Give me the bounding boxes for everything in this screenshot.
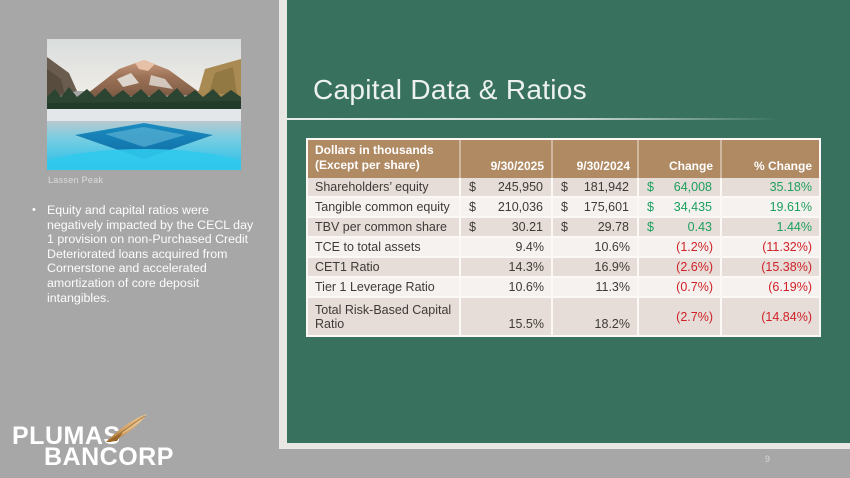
currency-symbol: $ xyxy=(469,220,476,234)
table-row: TBV per common share $30.21 $29.78 $0.43… xyxy=(308,218,819,238)
row-label: CET1 Ratio xyxy=(308,258,461,278)
currency-symbol: $ xyxy=(647,220,654,234)
table-row: Total Risk-Based Capital Ratio 15.5% 18.… xyxy=(308,298,819,335)
cell-2024: 16.9% xyxy=(553,258,639,278)
horizontal-divider xyxy=(279,443,850,449)
cell-2025: 10.6% xyxy=(461,278,553,298)
title-divider xyxy=(287,118,778,120)
currency-symbol: $ xyxy=(561,220,568,234)
cell-change: $0.43 xyxy=(639,218,722,238)
bullet-list: • Equity and capital ratios were negativ… xyxy=(32,203,260,305)
logo-plumas-text: PLUMAS xyxy=(12,422,121,450)
cell-pct-change: (11.32%) xyxy=(722,238,819,258)
logo-bancorp-text: BANCORP xyxy=(44,443,174,471)
cell-pct-change: 1.44% xyxy=(722,218,819,238)
row-label: TBV per common share xyxy=(308,218,461,238)
row-label: Total Risk-Based Capital Ratio xyxy=(308,298,461,335)
table-header-row: Dollars in thousands (Except per share) … xyxy=(308,140,819,178)
photo-caption: Lassen Peak xyxy=(48,175,104,185)
header-dollars-in-thousands: Dollars in thousands (Except per share) xyxy=(308,140,461,178)
cell-change: $34,435 xyxy=(639,198,722,218)
change-value: 34,435 xyxy=(673,200,712,214)
cell-2024: $175,601 xyxy=(553,198,639,218)
value-2025: 30.21 xyxy=(511,220,543,234)
page-number: 9 xyxy=(765,454,771,464)
header-change: Change xyxy=(639,140,722,178)
currency-symbol: $ xyxy=(469,200,476,214)
cell-pct-change: (15.38%) xyxy=(722,258,819,278)
cell-2025: 15.5% xyxy=(461,298,553,335)
header-9-30-2024: 9/30/2024 xyxy=(553,140,639,178)
bullet-marker-icon: • xyxy=(32,204,36,216)
cell-pct-change: (6.19%) xyxy=(722,278,819,298)
content-panel: Capital Data & Ratios Dollars in thousan… xyxy=(287,0,850,443)
cell-pct-change: (14.84%) xyxy=(722,298,819,335)
vertical-divider xyxy=(279,0,287,449)
cell-2025: $210,036 xyxy=(461,198,553,218)
cell-2024: $181,942 xyxy=(553,178,639,198)
cell-2024: 10.6% xyxy=(553,238,639,258)
cell-2024: 18.2% xyxy=(553,298,639,335)
row-label: Shareholders’ equity xyxy=(308,178,461,198)
cell-change: (1.2%) xyxy=(639,238,722,258)
capital-table-wrapper: Dollars in thousands (Except per share) … xyxy=(306,138,821,337)
value-2025: 210,036 xyxy=(497,200,543,214)
currency-symbol: $ xyxy=(647,200,654,214)
bullet-item: • Equity and capital ratios were negativ… xyxy=(32,203,260,305)
cell-pct-change: 19.61% xyxy=(722,198,819,218)
bullet-text: Equity and capital ratios were negativel… xyxy=(47,203,254,305)
cell-2025: $245,950 xyxy=(461,178,553,198)
feather-icon xyxy=(103,411,149,450)
row-label: Tier 1 Leverage Ratio xyxy=(308,278,461,298)
cell-change: (2.7%) xyxy=(639,298,722,335)
cell-2025: $30.21 xyxy=(461,218,553,238)
header-line2: (Except per share) xyxy=(315,158,420,172)
table-row: Shareholders’ equity $245,950 $181,942 $… xyxy=(308,178,819,198)
sidebar: Lassen Peak • Equity and capital ratios … xyxy=(0,0,279,478)
header-9-30-2025: 9/30/2025 xyxy=(461,140,553,178)
header-line1: Dollars in thousands xyxy=(315,143,434,157)
row-label: TCE to total assets xyxy=(308,238,461,258)
cell-pct-change: 35.18% xyxy=(722,178,819,198)
change-value: 0.43 xyxy=(687,220,712,234)
plumas-bancorp-logo: PLUMAS BANCORP xyxy=(0,408,220,473)
cell-change: $64,008 xyxy=(639,178,722,198)
value-2024: 181,942 xyxy=(583,180,629,194)
value-2025: 245,950 xyxy=(497,180,543,194)
cell-2025: 14.3% xyxy=(461,258,553,278)
table-row: CET1 Ratio 14.3% 16.9% (2.6%) (15.38%) xyxy=(308,258,819,278)
value-2024: 175,601 xyxy=(583,200,629,214)
currency-symbol: $ xyxy=(561,180,568,194)
lassen-peak-photo xyxy=(47,39,241,170)
row-label: Tangible common equity xyxy=(308,198,461,218)
table-row: Tangible common equity $210,036 $175,601… xyxy=(308,198,819,218)
lassen-peak-photo-image xyxy=(47,39,241,170)
currency-symbol: $ xyxy=(469,180,476,194)
change-value: 64,008 xyxy=(673,180,712,194)
currency-symbol: $ xyxy=(647,180,654,194)
header-pct-change: % Change xyxy=(722,140,819,178)
slide-title: Capital Data & Ratios xyxy=(313,74,587,105)
cell-change: (2.6%) xyxy=(639,258,722,278)
cell-2025: 9.4% xyxy=(461,238,553,258)
cell-2024: $29.78 xyxy=(553,218,639,238)
table-row: TCE to total assets 9.4% 10.6% (1.2%) (1… xyxy=(308,238,819,258)
currency-symbol: $ xyxy=(561,200,568,214)
cell-2024: 11.3% xyxy=(553,278,639,298)
value-2024: 29.78 xyxy=(597,220,629,234)
capital-ratios-table: Dollars in thousands (Except per share) … xyxy=(306,138,821,337)
table-row: Tier 1 Leverage Ratio 10.6% 11.3% (0.7%)… xyxy=(308,278,819,298)
cell-change: (0.7%) xyxy=(639,278,722,298)
